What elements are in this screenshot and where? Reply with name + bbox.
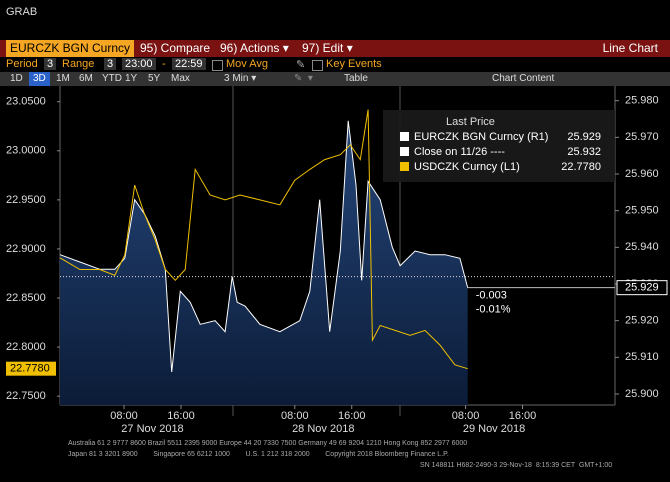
toolbar-button[interactable]: 97) Edit ▾ [302,41,353,55]
range-button[interactable]: Max [171,73,190,84]
annotation: -0.003 [476,290,507,302]
legend-value: 25.932 [567,146,601,158]
date-label: 29 Nov 2018 [463,423,525,435]
checkbox[interactable] [212,60,223,71]
icon: ✎ [296,59,306,71]
last-price-tag-label: 25.929 [625,282,659,294]
x-tick-label: 16:00 [167,410,195,422]
chart: 22.7500 22.8000 22.8500 22.9000 22.9500 23.00… [6,86,668,435]
last-price-tag [6,361,56,376]
y2-tick-label: 25.960 [625,168,659,180]
legend-checkbox [400,132,409,141]
view-name: Line Chart [602,41,658,55]
input[interactable]: 23:00 [122,58,156,70]
interval[interactable]: 3 Min ▾ [224,73,257,84]
range-button[interactable]: 1D [10,73,23,84]
range-button[interactable]: 5Y [148,73,161,84]
area [60,120,468,406]
input[interactable]: 3 [44,58,57,70]
legend-box [383,110,615,182]
legend-label: EURCZK BGN Curncy (R1) [414,131,548,143]
y-tick-label: 22.9000 [6,243,46,255]
range-button[interactable]: 1M [56,73,70,84]
icon: ✎ ▾ [294,73,313,84]
footer-line: Japan 81 3 3201 8900 Singapore 65 6212 1… [68,451,449,458]
y2-tick-label: 25.970 [625,131,659,143]
y-tick-label: 23.0500 [6,96,46,108]
range-button[interactable]: 1Y [125,73,138,84]
label: Mov Avg [226,58,268,70]
y-tick-label: 23.0000 [6,145,46,157]
legend: Last Price EURCZK BGN Curncy (R1) 25.929 Cl… [383,110,615,182]
x-tick-label: 08:00 [110,410,138,422]
input[interactable]: 22:59 [172,58,206,70]
y2-tick-label: 25.980 [625,95,659,107]
label: Key Events [326,58,382,70]
annotation: -0.01% [476,304,511,316]
label: Range [62,58,95,70]
chart-content-button[interactable]: Chart Content [492,73,555,84]
date-label: 28 Nov 2018 [292,423,354,435]
y-tick-label: 22.8000 [6,341,46,353]
last-price-tag [616,280,668,296]
settings-row: Period 3 Range 3 23:00 - 22:59 Mov Avg ✎… [0,57,670,72]
checkbox[interactable] [312,60,323,71]
range-row: ✎ ▾ Table Chart Content 3 Min ▾ 1D 3D 1M 6M… [0,72,670,86]
label: - [162,58,166,70]
label: Period [6,58,38,70]
legend-title: Last Price [446,116,495,128]
toolbar: EURCZK BGN Curncy 95) Compare 96) Action… [0,40,670,57]
x-tick-label: 08:00 [452,410,480,422]
legend-value: 22.7780 [561,161,601,173]
y-tick-label: 22.9500 [6,194,46,206]
input[interactable]: 3 [104,58,117,70]
toolbar-button[interactable]: 95) Compare [140,41,211,55]
last-price-tag-label: 22.7780 [10,363,50,375]
range-button[interactable]: YTD [102,73,122,84]
y2-tick-label: 25.940 [625,241,659,253]
legend-checkbox [400,162,409,171]
y2-tick-label: 25.920 [625,315,659,327]
y-tick-label: 22.7500 [6,390,46,402]
x-tick-label: 16:00 [338,410,366,422]
window-title: GRAB [6,6,38,18]
range-button[interactable]: 6M [79,73,93,84]
y2-tick-label: 25.910 [625,351,659,363]
y2-tick-label: 25.950 [625,205,659,217]
legend-value: 25.929 [567,131,601,143]
footer-line: Australia 61 2 9777 8600 Brazil 5511 239… [68,440,468,447]
date-label: 27 Nov 2018 [121,423,183,435]
y-tick-label: 22.8500 [6,292,46,304]
legend-checkbox [400,147,409,156]
toolbar-button[interactable]: 96) Actions ▾ [220,41,289,55]
legend-label: USDCZK Curncy (L1) [414,161,520,173]
x-tick-label: 08:00 [281,410,309,422]
series-line [59,109,468,370]
legend-label: Close on 11/26 ---- [414,146,505,158]
security-field[interactable]: EURCZK BGN Curncy [6,40,135,57]
table-button[interactable]: Table [344,73,368,84]
footer-line: SN 148811 H682-2490-3 29-Nov-18 8:15:39 … [420,462,613,469]
range-button[interactable]: 3D [29,72,50,86]
x-tick-label: 16:00 [509,410,537,422]
y2-tick-label: 25.900 [625,388,659,400]
